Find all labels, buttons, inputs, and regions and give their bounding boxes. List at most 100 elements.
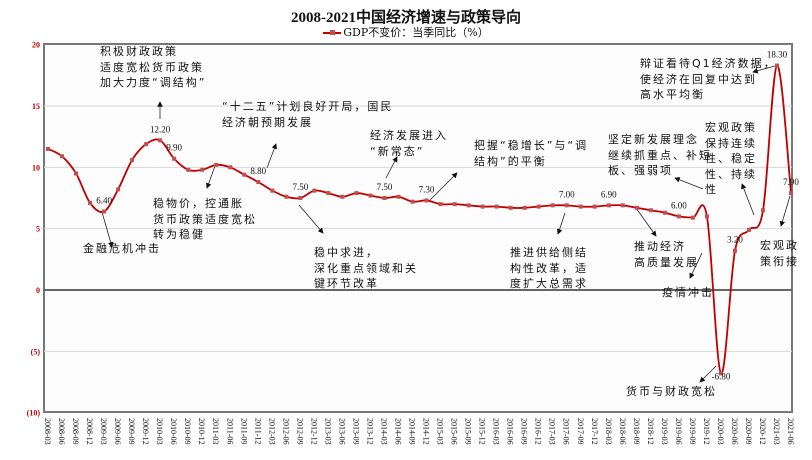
x-tick-label: 2016-12 xyxy=(534,418,543,445)
data-label: 12.20 xyxy=(150,124,171,134)
data-point xyxy=(775,63,780,68)
data-point xyxy=(214,162,219,167)
annotation-arrow xyxy=(752,65,776,74)
annotation-line: 适度宽松货币政策 xyxy=(100,60,204,74)
legend: GDP不变价：当季同比（%） xyxy=(0,24,812,40)
data-point xyxy=(130,157,135,162)
x-tick-label: 2019-03 xyxy=(660,418,669,445)
x-tick-label: 2016-09 xyxy=(520,418,529,445)
data-point xyxy=(116,187,121,192)
x-tick-label: 2010-06 xyxy=(169,418,178,445)
x-tick-label: 2008-09 xyxy=(71,418,80,445)
x-tick-label: 2020-06 xyxy=(730,418,739,445)
x-tick-label: 2012-09 xyxy=(295,418,304,445)
annotation-line: 性、稳定 xyxy=(705,152,757,165)
annotation-supply-side-reform: 推进供给侧结 构性改革，适 度扩大总需求 xyxy=(510,245,588,292)
annotation-2008-stimulus: 积极财政政策 适度宽松货币政策 加大力度“调结构” xyxy=(100,44,206,91)
annotation-line: 经济朝预期发展 xyxy=(222,115,313,129)
x-tick-label: 2008-06 xyxy=(57,418,66,445)
annotation-line: 深化重点领域和关 xyxy=(314,261,418,275)
annotation-new-normal: 经济发展进入 “新常态” xyxy=(370,128,448,159)
data-point xyxy=(424,198,429,203)
y-tick-label: 10 xyxy=(32,163,40,172)
y-tick-label: (10) xyxy=(27,409,41,418)
data-point xyxy=(634,205,639,210)
x-tick-label: 2015-03 xyxy=(436,418,445,445)
annotation-line: 板、强弱项 xyxy=(608,164,673,177)
data-point xyxy=(648,208,653,213)
data-point xyxy=(256,180,261,185)
x-tick-label: 2009-09 xyxy=(127,418,136,445)
annotation-line: 疫情冲击 xyxy=(662,286,714,299)
data-point xyxy=(620,203,625,208)
data-point xyxy=(88,200,93,205)
x-tick-label: 2017-03 xyxy=(548,418,557,445)
data-point xyxy=(102,209,107,214)
x-tick-label: 2020-03 xyxy=(716,418,725,445)
y-tick-label: 0 xyxy=(36,286,40,295)
x-tick-label: 2018-03 xyxy=(604,418,613,445)
annotation-line: 宏观政 xyxy=(760,239,799,252)
annotation-line: “十二五”计划良好开局，国民 xyxy=(222,100,394,113)
data-point xyxy=(200,167,205,172)
data-point xyxy=(354,191,359,196)
annotation-line: 宏观政策 xyxy=(705,121,757,134)
annotation-line: 使经济在回复中达到 xyxy=(640,72,757,86)
x-tick-label: 2016-03 xyxy=(492,418,501,445)
data-point xyxy=(522,205,527,210)
x-tick-label: 2013-03 xyxy=(323,418,332,445)
x-tick-label: 2013-12 xyxy=(365,418,374,445)
data-point xyxy=(438,202,443,207)
legend-swatch xyxy=(323,30,342,35)
data-point xyxy=(676,214,681,219)
x-tick-label: 2021-06 xyxy=(786,418,795,445)
annotation-line: 货币与财政宽松 xyxy=(626,385,717,398)
data-point xyxy=(312,188,317,193)
x-tick-label: 2012-06 xyxy=(281,418,290,445)
annotation-arrow xyxy=(556,212,566,235)
data-point xyxy=(466,203,471,208)
x-tick-label: 2013-06 xyxy=(337,418,346,445)
data-label: -6.80 xyxy=(712,371,731,381)
data-point xyxy=(270,188,275,193)
legend-label: GDP不变价：当季同比（%） xyxy=(343,26,489,39)
x-tick-label: 2015-12 xyxy=(478,418,487,445)
x-tick-label: 2016-06 xyxy=(506,418,515,445)
annotation-arrow xyxy=(741,183,755,216)
annotation-line: 稳中求进， xyxy=(314,246,379,259)
x-tick-label: 2017-12 xyxy=(590,418,599,445)
data-point xyxy=(732,248,737,253)
annotation-policy-transition: 宏观政 策衔接 xyxy=(760,238,799,269)
data-point xyxy=(340,194,345,199)
annotation-arrow xyxy=(266,143,277,169)
annotation-line: 把握“稳增长”与“调 xyxy=(474,139,589,152)
data-point xyxy=(368,193,373,198)
x-tick-label: 2015-09 xyxy=(464,418,473,445)
x-tick-label: 2018-06 xyxy=(618,418,627,445)
data-label: 6.90 xyxy=(601,189,617,199)
x-tick-label: 2014-12 xyxy=(422,418,431,445)
data-point xyxy=(761,208,766,213)
x-tick-label: 2014-09 xyxy=(408,418,417,445)
annotation-line: 坚定新发展理念 xyxy=(608,133,699,146)
data-point xyxy=(186,167,191,172)
data-label: 6.00 xyxy=(671,200,687,210)
x-tick-label: 2008-03 xyxy=(43,418,52,445)
data-point xyxy=(690,215,695,220)
data-point xyxy=(172,156,177,161)
x-tick-label: 2014-06 xyxy=(394,418,403,445)
data-point xyxy=(662,210,667,215)
x-tick-label: 2011-03 xyxy=(211,418,220,444)
annotation-arrow xyxy=(689,252,703,279)
data-point xyxy=(228,165,233,170)
data-label: 7.90 xyxy=(783,177,799,187)
x-tick-label: 2019-06 xyxy=(674,418,683,445)
plot-area xyxy=(43,43,793,413)
data-point xyxy=(158,138,163,143)
x-tick-label: 2011-09 xyxy=(239,418,248,444)
x-tick-label: 2012-12 xyxy=(309,418,318,445)
data-point xyxy=(452,202,457,207)
x-tick-label: 2009-12 xyxy=(141,418,150,445)
y-tick-label: 15 xyxy=(32,102,40,111)
